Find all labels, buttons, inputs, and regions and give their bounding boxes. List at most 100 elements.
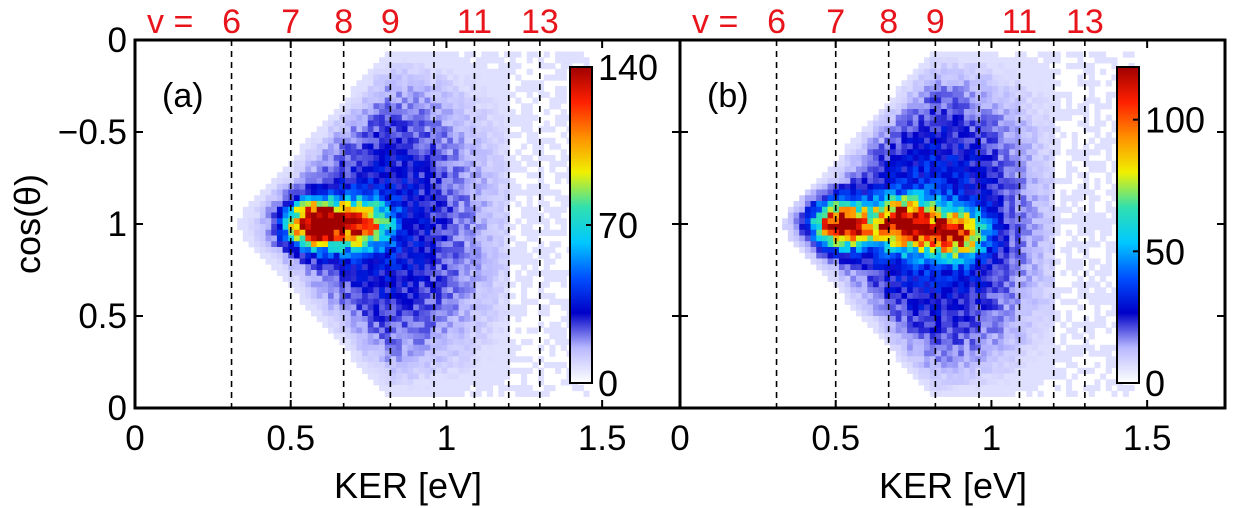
heatmap-cell <box>1009 229 1016 236</box>
heatmap-cell <box>1077 189 1084 196</box>
heatmap-cell <box>469 367 477 374</box>
heatmap-cell <box>1094 212 1101 219</box>
heatmap-cell <box>804 241 811 248</box>
heatmap-cell <box>878 258 885 265</box>
heatmap-cell <box>890 316 897 323</box>
heatmap-cell <box>481 247 488 254</box>
heatmap-cell <box>543 252 550 259</box>
heatmap-cell <box>515 367 522 374</box>
heatmap-cell <box>946 206 953 213</box>
heatmap-cell <box>799 229 806 236</box>
heatmap-cell <box>464 321 471 328</box>
heatmap-cell <box>1009 224 1016 231</box>
heatmap-cell <box>969 218 976 225</box>
heatmap-cell <box>418 189 425 196</box>
heatmap-cell <box>430 166 437 173</box>
heatmap-cell <box>316 183 323 190</box>
heatmap-cell <box>475 367 482 374</box>
heatmap-cell <box>873 195 880 202</box>
heatmap-cell <box>918 247 925 254</box>
x-axis-title-a: KER [eV] <box>334 465 482 506</box>
heatmap-cell <box>1049 275 1056 282</box>
heatmap-cell <box>878 155 885 162</box>
heatmap-cell <box>458 379 465 386</box>
heatmap-cell <box>498 97 505 104</box>
heatmap-cell <box>401 195 408 202</box>
heatmap-cell <box>1077 80 1084 87</box>
heatmap-cell <box>907 206 914 213</box>
heatmap-cell <box>1105 327 1112 334</box>
heatmap-cell <box>935 350 942 357</box>
heatmap-cell <box>379 379 386 386</box>
heatmap-cell <box>1100 344 1107 351</box>
heatmap-cell <box>379 160 386 167</box>
heatmap-cell <box>890 333 897 340</box>
heatmap-cell <box>1026 310 1033 317</box>
heatmap-cell <box>447 310 454 317</box>
heatmap-cell <box>1031 316 1039 323</box>
heatmap-cell <box>543 229 550 236</box>
heatmap-cell <box>1083 212 1090 219</box>
heatmap-cell <box>946 86 953 93</box>
heatmap-cell <box>878 218 885 225</box>
heatmap-cell <box>890 224 897 231</box>
heatmap-cell <box>1094 149 1101 156</box>
heatmap-cell <box>907 321 914 328</box>
heatmap-cell <box>941 241 948 248</box>
heatmap-cell <box>475 327 482 334</box>
heatmap-cell <box>333 275 340 282</box>
heatmap-cell <box>873 183 880 190</box>
heatmap-cell <box>918 143 925 150</box>
heatmap-cell <box>855 178 863 185</box>
heatmap-cell <box>486 224 494 231</box>
heatmap-cell <box>464 229 471 236</box>
heatmap-cell <box>958 281 965 288</box>
heatmap-cell <box>237 218 244 225</box>
heatmap-cell <box>963 339 970 346</box>
heatmap-cell <box>390 149 397 156</box>
heatmap-cell <box>912 91 919 98</box>
heatmap-cell <box>997 189 1004 196</box>
heatmap-cell <box>452 224 459 231</box>
heatmap-cell <box>401 224 408 231</box>
heatmap-cell <box>452 316 459 323</box>
heatmap-cell <box>328 166 335 173</box>
heatmap-cell <box>952 160 959 167</box>
heatmap-cell <box>492 362 499 369</box>
heatmap-cell <box>1094 126 1101 133</box>
heatmap-cell <box>333 270 340 277</box>
heatmap-cell <box>486 114 494 121</box>
heatmap-cell <box>464 350 471 357</box>
heatmap-cell <box>969 183 976 190</box>
heatmap-cell <box>424 258 431 265</box>
heatmap-cell <box>305 206 312 213</box>
heatmap-cell <box>333 149 340 156</box>
heatmap-cell <box>861 212 868 219</box>
heatmap-cell <box>1020 137 1027 144</box>
heatmap-cell <box>418 74 425 81</box>
heatmap-cell <box>299 224 306 231</box>
heatmap-cell <box>924 339 931 346</box>
heatmap-cell <box>350 137 357 144</box>
heatmap-cell <box>799 224 806 231</box>
heatmap-cell <box>1043 362 1050 369</box>
heatmap-cell <box>1049 189 1056 196</box>
heatmap-cell <box>895 120 902 127</box>
heatmap-cell <box>850 143 857 150</box>
heatmap-cell <box>384 195 391 202</box>
heatmap-cell <box>333 155 340 162</box>
heatmap-cell <box>838 195 846 202</box>
heatmap-cell <box>952 97 959 104</box>
heatmap-cell <box>418 195 425 202</box>
heatmap-cell <box>464 143 471 150</box>
heatmap-cell <box>1043 68 1050 75</box>
heatmap-cell <box>1071 195 1078 202</box>
heatmap-cell <box>810 258 817 265</box>
heatmap-cell <box>356 86 363 93</box>
heatmap-cell <box>458 183 465 190</box>
heatmap-cell <box>373 298 380 305</box>
heatmap-cell <box>555 114 562 121</box>
heatmap-cell <box>356 235 363 242</box>
heatmap-cell <box>396 350 403 357</box>
heatmap-cell <box>475 321 482 328</box>
